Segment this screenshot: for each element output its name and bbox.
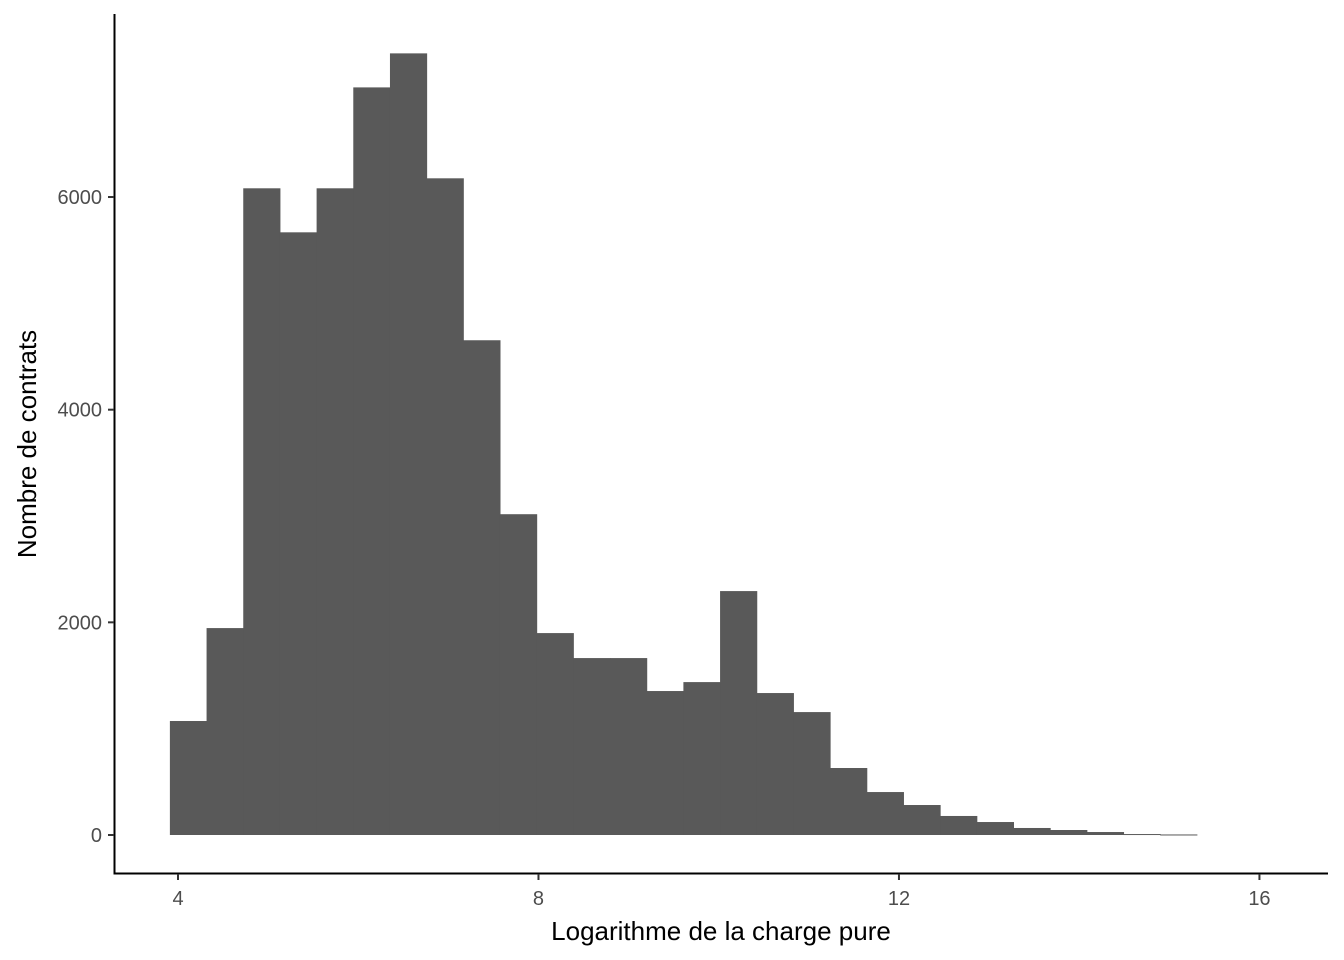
x-tick-label: 8: [533, 888, 544, 910]
histogram-bar: [499, 514, 538, 835]
histogram-bar: [976, 822, 1015, 835]
histogram-bar: [1160, 834, 1198, 836]
bars: [169, 53, 1198, 836]
histogram-bar: [830, 768, 868, 835]
histogram-bar: [573, 658, 611, 835]
x-ticks: 4 8 12 16: [172, 874, 1271, 910]
histogram-bar: [720, 591, 758, 835]
histogram-bar: [756, 693, 794, 835]
histogram-bar: [279, 232, 318, 836]
histogram-bar: [646, 691, 684, 835]
y-tick-label: 0: [91, 825, 102, 847]
histogram-bar: [903, 805, 941, 835]
histogram-bar: [1086, 832, 1125, 835]
y-ticks: 0 2000 4000 6000: [58, 187, 114, 847]
histogram-bar: [169, 721, 208, 835]
histogram-bar: [463, 340, 501, 835]
x-tick-label: 12: [888, 888, 910, 910]
histogram-bar: [426, 178, 464, 836]
histogram-bar: [536, 633, 574, 835]
histogram-bar: [683, 682, 721, 835]
y-tick-label: 6000: [58, 187, 103, 209]
y-axis-title: Nombre de contrats: [12, 330, 42, 558]
histogram-bar: [1050, 830, 1088, 835]
y-tick-label: 2000: [58, 612, 103, 634]
histogram-bar: [940, 815, 978, 835]
y-tick-label: 4000: [58, 400, 103, 422]
histogram-bar: [206, 628, 244, 835]
histogram-bar: [1123, 834, 1161, 836]
histogram-bar: [243, 188, 281, 836]
histogram-bar: [866, 792, 904, 835]
histogram-bar: [353, 87, 391, 835]
histogram-bar: [316, 188, 354, 836]
histogram-bar: [1013, 827, 1051, 835]
histogram-bar: [389, 53, 428, 836]
x-axis-title: Logarithme de la charge pure: [551, 916, 891, 946]
x-tick-label: 4: [172, 888, 183, 910]
histogram-bar: [610, 658, 648, 835]
x-tick-label: 16: [1248, 888, 1270, 910]
histogram-bar: [793, 712, 831, 835]
